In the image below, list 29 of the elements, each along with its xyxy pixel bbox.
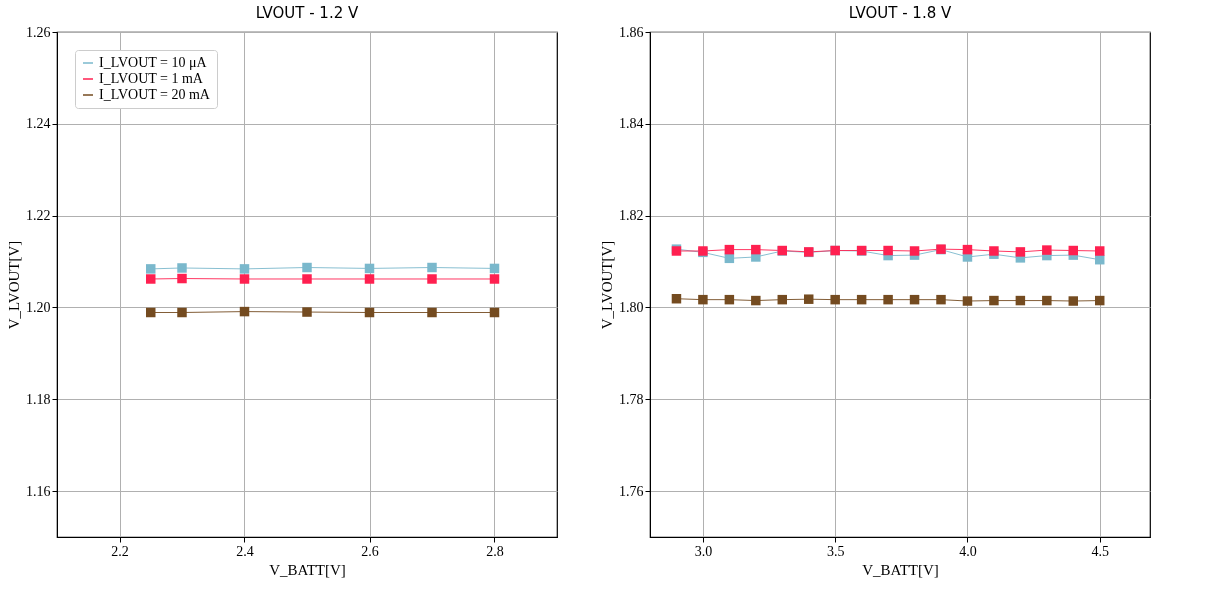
y-axis-title: V_LVOUT[V]: [6, 240, 22, 330]
y-tick-label: 1.78: [619, 391, 644, 407]
chart-title: LVOUT - 1.8 V: [848, 4, 952, 22]
y-axis-title: V_LVOUT[V]: [599, 240, 615, 330]
legend-label: I_LVOUT = 20 mA: [99, 87, 211, 102]
x-tick-label: 4.5: [1091, 543, 1109, 559]
x-tick-label: 4.0: [959, 543, 977, 559]
x-axis-title: V_BATT[V]: [269, 561, 346, 578]
y-tick-label: 1.26: [26, 24, 51, 40]
x-tick-label: 2.2: [111, 543, 129, 559]
y-tick-label: 1.76: [619, 483, 644, 499]
y-tick-label: 1.80: [619, 299, 644, 315]
y-tick-label: 1.86: [619, 24, 644, 40]
x-axis-title: V_BATT[V]: [862, 561, 939, 578]
x-tick-label: 3.5: [826, 543, 845, 559]
y-tick-label: 1.22: [26, 208, 51, 224]
y-tick-label: 1.82: [619, 208, 644, 224]
y-tick-label: 1.16: [26, 483, 51, 499]
y-tick-label: 1.24: [26, 116, 51, 132]
x-tick-label: 3.0: [694, 543, 713, 559]
x-tick-label: 2.4: [236, 543, 254, 559]
legend-label: I_LVOUT = 10 μA: [99, 55, 208, 70]
y-tick-label: 1.20: [26, 299, 51, 315]
x-tick-label: 2.8: [486, 543, 504, 559]
x-tick-label: 2.6: [361, 543, 379, 559]
y-tick-label: 1.84: [619, 116, 644, 132]
chart-title: LVOUT - 1.2 V: [255, 4, 359, 22]
legend-label: I_LVOUT = 1 mA: [99, 71, 204, 86]
y-tick-label: 1.18: [26, 391, 51, 407]
